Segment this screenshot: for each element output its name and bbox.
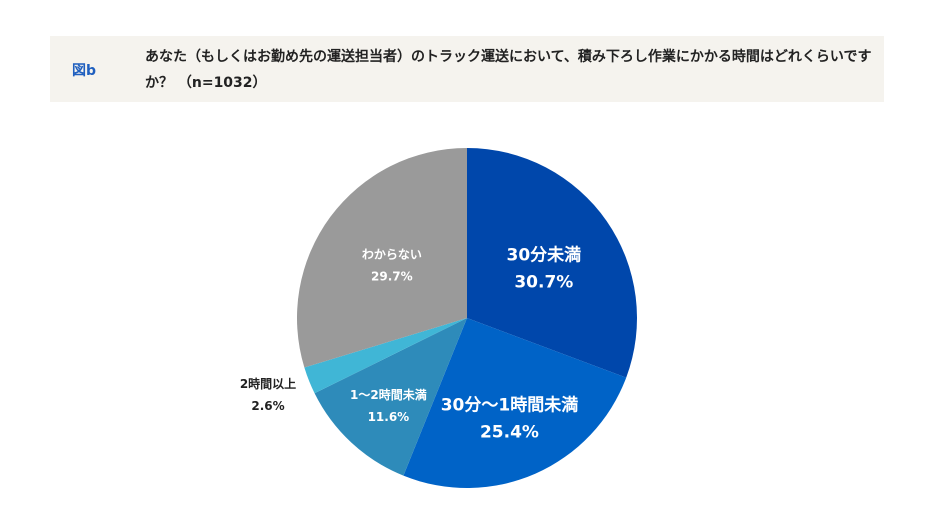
pie-slice xyxy=(297,148,467,368)
slice-value-label: 30.7% xyxy=(514,273,573,293)
slice-value-label: 25.4% xyxy=(480,422,539,442)
slice-category-label: 2時間以上 xyxy=(240,376,296,391)
title-box: 図b あなた（もしくはお勤め先の運送担当者）のトラック運送において、積み下ろし作… xyxy=(50,36,884,102)
slice-category-label: わからない xyxy=(362,247,422,261)
pie-slice xyxy=(304,318,467,394)
pie-slice xyxy=(314,318,467,476)
chart-question: あなた（もしくはお勤め先の運送担当者）のトラック運送において、積み下ろし作業にか… xyxy=(145,49,872,91)
slice-value-label: 2.6% xyxy=(251,399,284,413)
slice-category-label: 30分未満 xyxy=(506,245,581,266)
pie-slice xyxy=(403,318,627,488)
slice-category-label: 30分〜1時間未満 xyxy=(441,394,579,415)
slice-value-label: 11.6% xyxy=(368,410,410,424)
pie-slice xyxy=(467,148,638,378)
figure-label: 図b xyxy=(72,63,97,79)
slice-value-label: 29.7% xyxy=(371,269,413,283)
slice-category-label: 1〜2時間未満 xyxy=(350,387,427,402)
